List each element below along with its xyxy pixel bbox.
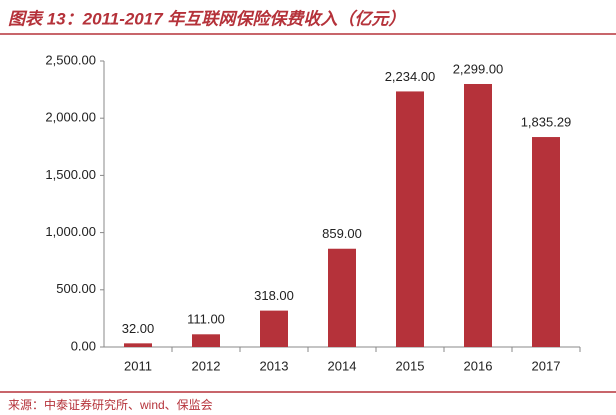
x-tick-label: 2015 bbox=[396, 358, 425, 373]
x-tick-label: 2017 bbox=[532, 358, 561, 373]
chart-title: 图表 13：2011-2017 年互联网保险保费收入（亿元） bbox=[8, 9, 405, 28]
value-label: 111.00 bbox=[187, 312, 225, 327]
y-tick-label: 2,000.00 bbox=[45, 110, 96, 125]
bar bbox=[328, 248, 356, 347]
x-tick-label: 2016 bbox=[464, 358, 493, 373]
source: 来源：中泰证券研究所、wind、保监会 bbox=[8, 397, 213, 412]
value-label: 2,234.00 bbox=[385, 69, 436, 84]
value-label: 32.00 bbox=[122, 321, 155, 336]
value-label: 859.00 bbox=[322, 226, 362, 241]
y-tick-label: 1,500.00 bbox=[45, 167, 96, 182]
value-label: 1,835.29 bbox=[521, 114, 572, 129]
x-tick-label: 2012 bbox=[192, 358, 221, 373]
y-tick-label: 0.00 bbox=[71, 338, 96, 353]
bar bbox=[532, 137, 560, 347]
y-tick-label: 2,500.00 bbox=[45, 52, 96, 67]
y-tick-label: 1,000.00 bbox=[45, 224, 96, 239]
value-label: 2,299.00 bbox=[453, 61, 504, 76]
bar bbox=[124, 343, 152, 347]
x-tick-label: 2013 bbox=[260, 358, 289, 373]
x-tick-label: 2011 bbox=[124, 358, 152, 373]
y-tick-label: 500.00 bbox=[56, 281, 96, 296]
bar bbox=[260, 310, 288, 347]
x-tick-label: 2014 bbox=[328, 358, 357, 373]
bar bbox=[192, 334, 220, 347]
bar bbox=[464, 83, 492, 348]
bar bbox=[396, 91, 424, 348]
value-label: 318.00 bbox=[254, 288, 294, 303]
